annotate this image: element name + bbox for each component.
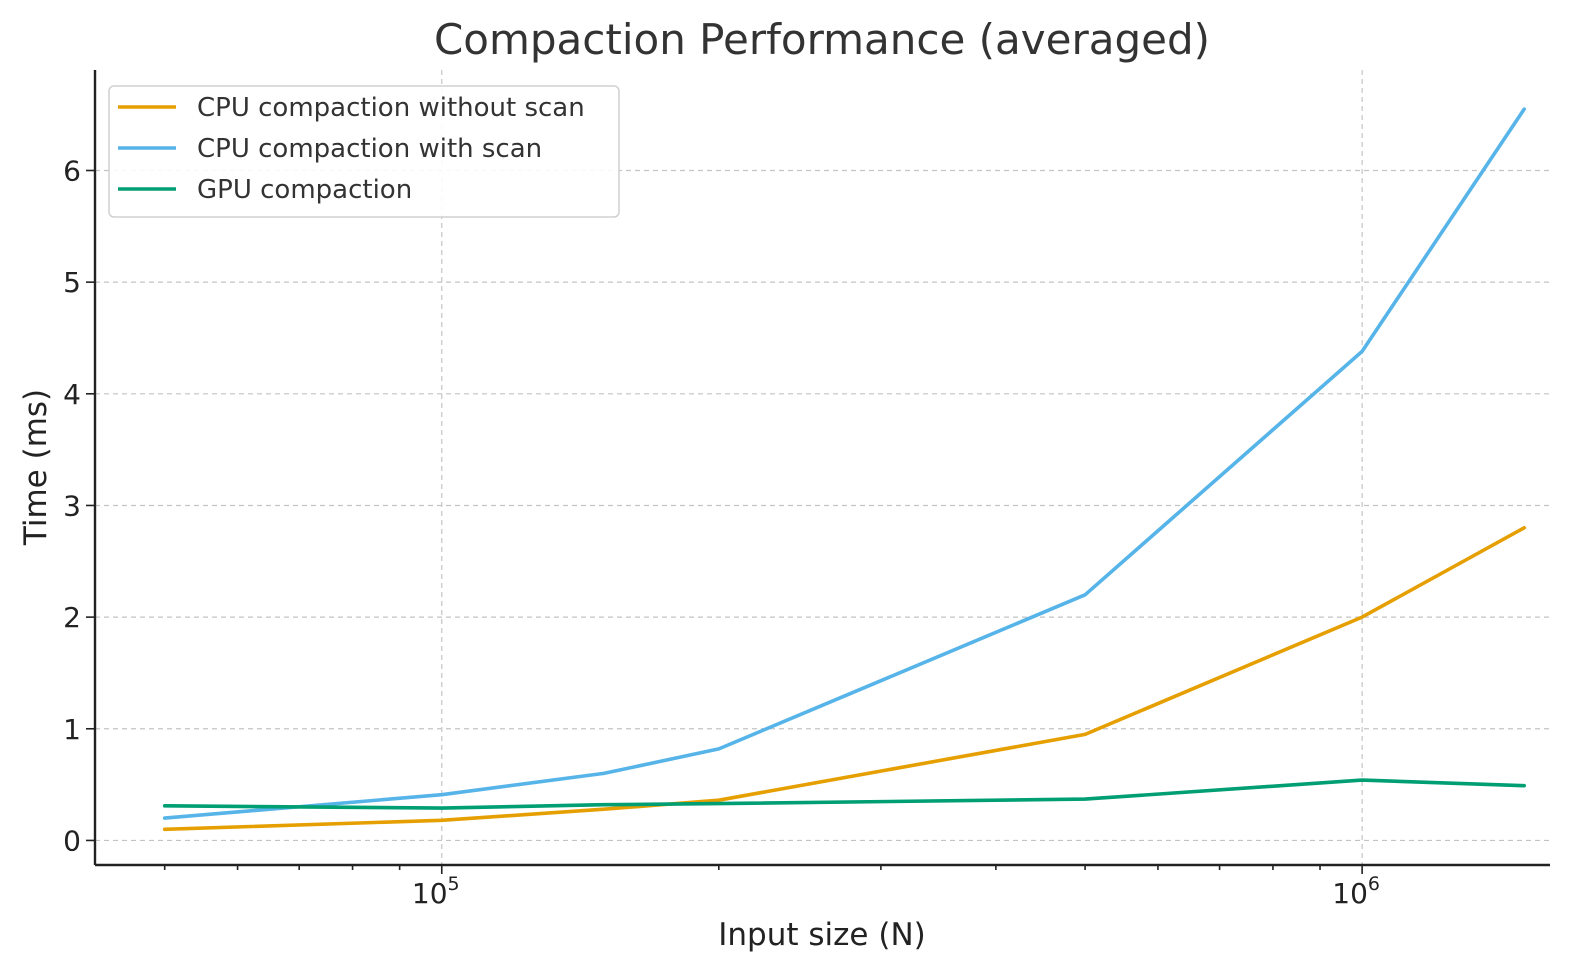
y-tick-label: 5 <box>63 266 81 299</box>
y-tick-label: 4 <box>63 378 81 411</box>
legend-label: CPU compaction without scan <box>197 93 585 123</box>
legend-frame <box>108 85 620 218</box>
x-tick-label: 105 <box>412 873 460 910</box>
legend-label: CPU compaction with scan <box>197 134 542 164</box>
y-tick-label: 2 <box>63 601 81 634</box>
y-tick-label: 1 <box>63 713 81 746</box>
legend-label: GPU compaction <box>197 175 412 205</box>
series-lines <box>162 107 1526 832</box>
x-axis-label: Input size (N) <box>718 917 925 953</box>
series-line-3 <box>162 778 1526 810</box>
y-tick-label: 0 <box>63 824 81 857</box>
x-tick-label: 106 <box>1332 873 1380 910</box>
y-tick-label: 3 <box>63 489 81 522</box>
grid <box>95 70 1550 865</box>
series-line-1 <box>162 525 1526 832</box>
y-tick-label: 6 <box>63 154 81 187</box>
series-line-2 <box>162 107 1526 820</box>
y-axis-label: Time (ms) <box>18 389 54 546</box>
chart-title: Compaction Performance (averaged) <box>434 15 1210 64</box>
legend: CPU compaction without scan CPU compactio… <box>108 85 620 218</box>
axis-ticks: 0 1 2 3 4 5 6 105 106 <box>63 154 1380 910</box>
